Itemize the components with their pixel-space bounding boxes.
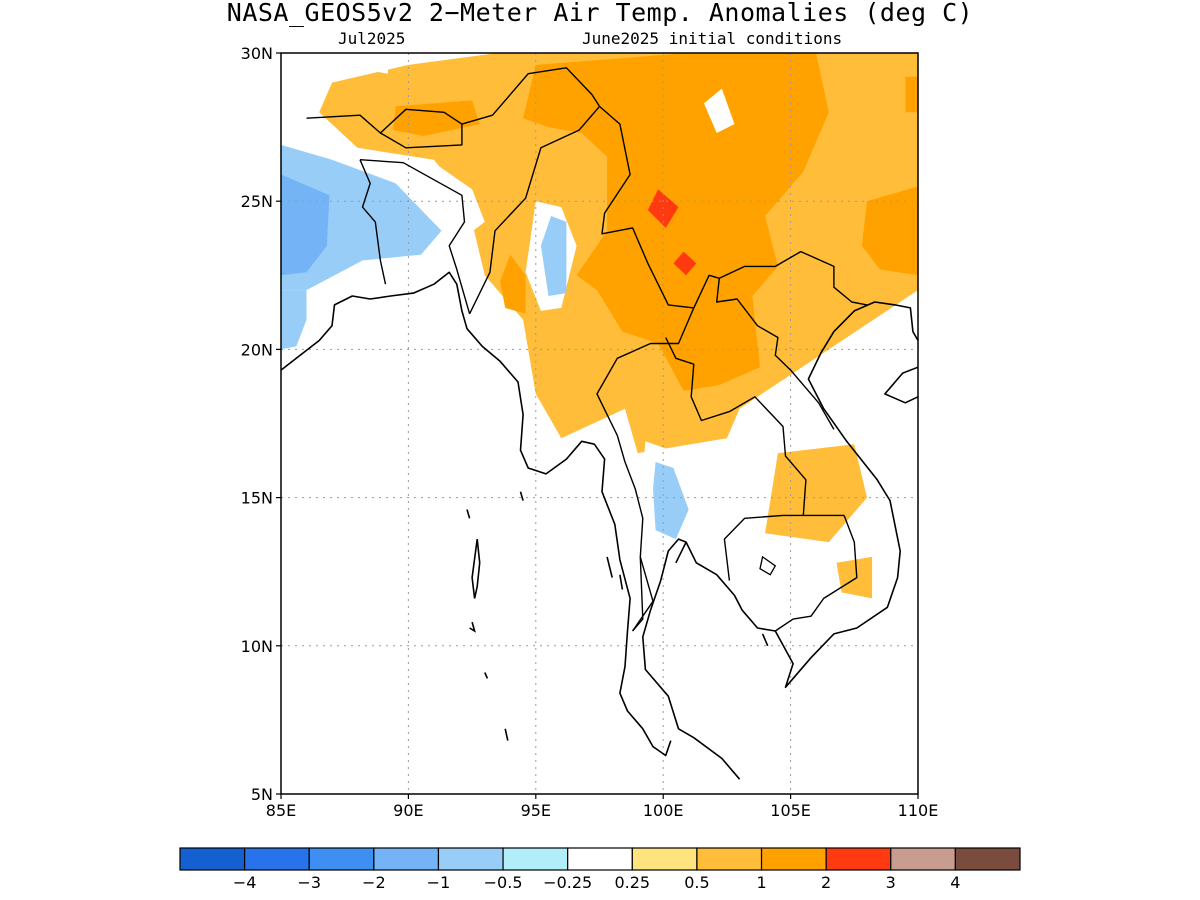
coastline bbox=[884, 366, 918, 404]
lat-tick-label: 5N bbox=[251, 785, 273, 804]
coastline bbox=[281, 271, 672, 757]
anomaly-region-yellow bbox=[836, 556, 873, 599]
island-outline bbox=[466, 509, 471, 519]
island-outline bbox=[519, 491, 524, 501]
lat-tick-label: 20N bbox=[241, 340, 273, 359]
anomaly-region-light-cyan bbox=[783, 592, 806, 620]
anomaly-shading-layer bbox=[281, 53, 918, 620]
anomaly-region-orange bbox=[523, 53, 829, 391]
island-outline bbox=[504, 728, 509, 741]
colorbar-label: 4 bbox=[950, 873, 960, 892]
color-bar: −4 −3 −2 −1 −0.5 −0.25 0.25 0.5 1 2 3 4 bbox=[179, 847, 1021, 892]
anomaly-region-light-cyan bbox=[882, 565, 896, 593]
country-border bbox=[632, 556, 644, 632]
anomaly-region-medium-blue bbox=[281, 290, 307, 350]
colorbar-swatch bbox=[502, 847, 569, 871]
colorbar-swatch bbox=[244, 847, 310, 871]
lon-tick-label: 95E bbox=[521, 801, 551, 820]
island-outline bbox=[761, 633, 769, 647]
country-border bbox=[468, 105, 695, 632]
island-outline bbox=[469, 621, 476, 633]
anomaly-region-medium-blue bbox=[653, 462, 689, 540]
country-border bbox=[716, 278, 835, 430]
colorbar-label: −0.5 bbox=[484, 873, 523, 892]
colorbar-swatch bbox=[437, 847, 504, 871]
island-outline bbox=[606, 556, 613, 578]
island-outline bbox=[484, 672, 489, 679]
colorbar-label: −0.25 bbox=[543, 873, 592, 892]
lat-tick-label: 25N bbox=[241, 192, 273, 211]
lat-tick-label: 30N bbox=[241, 44, 273, 63]
anomaly-region-orange bbox=[500, 254, 526, 314]
colorbar-swatch bbox=[567, 847, 633, 871]
colorbar-swatch bbox=[825, 847, 892, 871]
plot-frame bbox=[280, 52, 919, 795]
country-border bbox=[359, 159, 387, 285]
initial-conditions-label: June2025 initial conditions bbox=[582, 29, 843, 48]
island-outline bbox=[471, 538, 481, 599]
island-outline bbox=[619, 574, 624, 590]
colorbar-label: −1 bbox=[427, 873, 451, 892]
anomaly-region-yellow bbox=[765, 444, 867, 543]
colorbar-label: 2 bbox=[821, 873, 831, 892]
lake-outline bbox=[759, 555, 777, 576]
lat-tick-label: 10N bbox=[241, 637, 273, 656]
colorbar-label: 1 bbox=[756, 873, 766, 892]
colorbar-swatch bbox=[179, 847, 246, 871]
lon-tick-label: 85E bbox=[266, 801, 296, 820]
map-title: NASA_GEOS5v2 2−Meter Air Temp. Anomalies… bbox=[226, 0, 974, 27]
coastline bbox=[641, 538, 741, 780]
coastline-layer bbox=[281, 67, 918, 780]
lon-tick-label: 110E bbox=[898, 801, 939, 820]
country-border bbox=[723, 514, 804, 581]
anomaly-region-orange bbox=[905, 76, 918, 113]
colorbar-swatch bbox=[308, 847, 375, 871]
colorbar-swatch bbox=[760, 847, 827, 871]
anomaly-region-light-cyan bbox=[704, 88, 735, 133]
colorbar-swatch bbox=[890, 847, 956, 871]
colorbar-swatch bbox=[954, 847, 1021, 871]
anomaly-region-dark-orange bbox=[673, 251, 697, 276]
country-border bbox=[693, 250, 868, 309]
lat-tick-label: 15N bbox=[241, 489, 273, 508]
lon-tick-label: 100E bbox=[643, 801, 684, 820]
country-border bbox=[774, 515, 858, 632]
colorbar-label: 0.5 bbox=[684, 873, 709, 892]
colorbar-label: −2 bbox=[362, 873, 386, 892]
colorbar-label: −4 bbox=[233, 873, 257, 892]
colorbar-swatch bbox=[631, 847, 698, 871]
axis-ticks: 85E 90E 95E 100E 105E 110E 5N 10N 15N 20N 25N 30N bbox=[241, 44, 939, 820]
anomaly-region-medium-blue bbox=[281, 144, 442, 291]
valid-month-label: Jul2025 bbox=[338, 29, 406, 48]
anomaly-region-orange bbox=[861, 186, 918, 276]
colorbar-label: 0.25 bbox=[614, 873, 650, 892]
colorbar-label: 3 bbox=[886, 873, 896, 892]
anomaly-region-blue bbox=[281, 174, 330, 276]
country-border bbox=[380, 124, 463, 149]
colorbar-swatch bbox=[696, 847, 763, 871]
anomaly-region-light-cyan bbox=[301, 53, 388, 74]
colorbar-swatch bbox=[373, 847, 440, 871]
lon-tick-label: 90E bbox=[393, 801, 423, 820]
coastline bbox=[685, 301, 918, 689]
anomaly-region-medium-blue bbox=[540, 216, 567, 296]
country-border bbox=[359, 159, 471, 314]
colorbar-label: −3 bbox=[297, 873, 321, 892]
lon-tick-label: 105E bbox=[770, 801, 811, 820]
